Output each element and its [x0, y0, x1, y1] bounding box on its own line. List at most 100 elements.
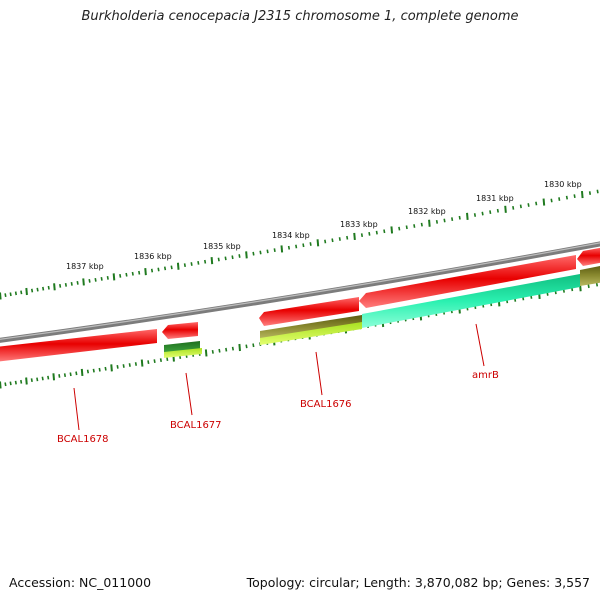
- ruler-major-tick: [110, 364, 113, 372]
- ruler-major-tick: [316, 239, 320, 247]
- ruler-major-tick: [210, 257, 214, 265]
- ruler-minor-tick: [64, 282, 67, 287]
- ruler-minor-tick: [217, 257, 220, 262]
- ruler-minor-tick: [203, 259, 207, 264]
- ruler-minor-tick: [86, 369, 90, 374]
- gene-amrb-arrow[interactable]: [359, 255, 576, 308]
- gene-label-bcal1677[interactable]: BCAL1677: [170, 420, 222, 431]
- ruler-minor-tick: [42, 286, 45, 291]
- ruler-minor-tick: [259, 250, 262, 255]
- feature-lime-bar-2: [260, 322, 362, 345]
- ruler-minor-tick: [231, 255, 234, 260]
- backbone-arc-highlight: [0, 242, 600, 340]
- ruler-label-1831: 1831 kbp: [476, 194, 514, 203]
- ruler-major-tick: [0, 381, 2, 389]
- ruler-major-tick: [80, 368, 84, 377]
- ruler-minor-tick: [157, 267, 160, 272]
- ruler-major-tick: [245, 251, 248, 259]
- ruler-minor-tick: [224, 256, 227, 261]
- backbone-arc: [0, 241, 600, 343]
- ruler-major-tick: [466, 212, 469, 220]
- ruler-label-1835: 1835 kbp: [203, 242, 241, 251]
- map-title: Burkholderia cenocepacia J2315 chromosom…: [81, 9, 519, 24]
- ruler-minor-tick: [131, 271, 134, 276]
- ruler-minor-tick: [489, 210, 492, 215]
- gene-labels: BCAL1678 BCAL1677 BCAL1676 amrB: [57, 370, 499, 445]
- ruler-label-1830: 1830 kbp: [544, 180, 582, 189]
- ruler-minor-tick: [106, 276, 109, 280]
- ruler-minor-tick: [76, 281, 79, 285]
- ruler-minor-tick: [122, 364, 125, 368]
- ruler-minor-tick: [550, 198, 553, 203]
- ruler-minor-tick: [47, 285, 50, 290]
- ruler-minor-tick: [70, 281, 73, 286]
- accession-text: Accession: NC_011000: [9, 575, 152, 590]
- ruler-minor-tick: [150, 268, 154, 273]
- ruler-major-tick: [112, 273, 116, 281]
- ruler-minor-tick: [104, 366, 107, 371]
- ruler-minor-tick: [405, 225, 408, 230]
- ruler-minor-tick: [238, 254, 241, 258]
- gene-label-amrb[interactable]: amrB: [472, 370, 499, 381]
- ruler-minor-tick: [331, 238, 334, 243]
- gene-label-bcal1676[interactable]: BCAL1676: [300, 399, 352, 410]
- ruler-minor-tick: [346, 235, 349, 240]
- gene-bcal1677-arrow[interactable]: [162, 322, 198, 339]
- ruler-minor-tick: [225, 347, 228, 352]
- ruler-minor-tick: [496, 208, 499, 213]
- ruler-minor-tick: [138, 270, 141, 275]
- ruler-minor-tick: [273, 248, 276, 253]
- ruler-minor-tick: [512, 205, 515, 210]
- ruler-minor-tick: [92, 368, 95, 373]
- ruler-minor-tick: [481, 211, 484, 216]
- ruler-major-tick: [204, 349, 208, 357]
- ruler-minor-tick: [14, 380, 17, 385]
- ruler-minor-tick: [435, 220, 439, 224]
- ruler-minor-tick: [252, 251, 255, 256]
- ruler-minor-tick: [41, 376, 44, 381]
- ruler-label-1833: 1833 kbp: [340, 220, 378, 229]
- ruler-minor-tick: [287, 245, 291, 250]
- ruler-major-tick: [53, 283, 56, 291]
- ruler-minor-tick: [398, 226, 401, 231]
- ruler-minor-tick: [324, 239, 327, 244]
- ruler-labels: 1837 kbp 1836 kbp 1835 kbp 1834 kbp 1833…: [66, 180, 582, 271]
- ruler-minor-tick: [190, 262, 193, 266]
- ruler-minor-tick: [375, 230, 378, 235]
- ruler-minor-tick: [9, 381, 12, 386]
- ruler-major-tick: [25, 287, 28, 296]
- gene-label-bcal1678[interactable]: BCAL1678: [57, 434, 109, 445]
- ruler-minor-tick: [134, 362, 137, 366]
- ruler-minor-tick: [166, 357, 169, 361]
- ruler-major-tick: [428, 219, 431, 227]
- feature-track: [164, 266, 600, 358]
- ruler-minor-tick: [252, 343, 255, 348]
- ruler-major-tick: [280, 245, 284, 253]
- ruler-minor-tick: [527, 203, 530, 207]
- ruler-minor-tick: [63, 373, 67, 377]
- ruler-minor-tick: [587, 284, 590, 289]
- ruler-label-1834: 1834 kbp: [272, 231, 310, 240]
- ruler-minor-tick: [596, 189, 599, 194]
- ruler-minor-tick: [197, 261, 200, 265]
- ruler-minor-tick: [443, 218, 446, 223]
- ruler-major-tick: [542, 198, 546, 206]
- ruler-minor-tick: [159, 358, 162, 363]
- gene-bcal1678-arrow[interactable]: [0, 329, 157, 362]
- ruler-minor-tick: [266, 249, 269, 254]
- ruler-minor-tick: [519, 204, 522, 209]
- gene-next-arrow[interactable]: [577, 247, 600, 266]
- ruler-minor-tick: [413, 224, 416, 228]
- ruler-minor-tick: [383, 229, 386, 234]
- ruler-major-tick: [140, 359, 144, 367]
- ruler-minor-tick: [573, 194, 576, 198]
- ruler-minor-tick: [565, 195, 569, 200]
- gene-bcal1676-arrow[interactable]: [259, 297, 359, 326]
- ruler-minor-tick: [302, 243, 305, 248]
- label-leaders: [73, 323, 485, 431]
- ruler-major-tick: [353, 232, 356, 241]
- ruler-minor-tick: [94, 278, 97, 282]
- ruler-major-tick: [176, 262, 180, 270]
- ruler-label-1832: 1832 kbp: [408, 207, 446, 216]
- ruler-minor-tick: [69, 372, 72, 377]
